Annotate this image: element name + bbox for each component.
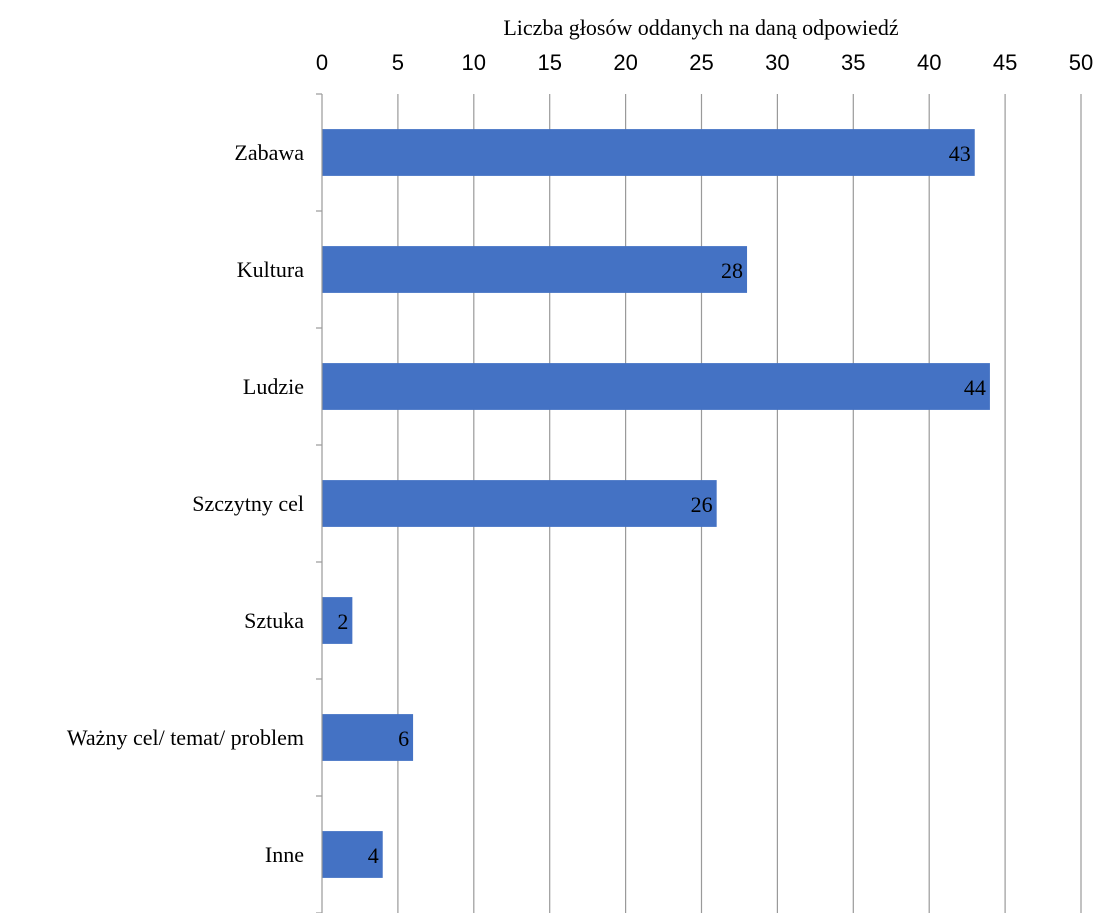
x-tick-label: 30 — [765, 50, 789, 75]
bar — [322, 831, 383, 878]
x-tick-label: 35 — [841, 50, 865, 75]
x-tick-label: 45 — [993, 50, 1017, 75]
bar — [322, 363, 990, 410]
category-labels: Zabawa Kultura Ludzie Szczytny cel Sztuka Waż… — [67, 140, 304, 867]
bar — [322, 246, 748, 293]
bars — [322, 129, 990, 878]
x-tick-label: 0 — [316, 50, 328, 75]
data-label: 44 — [964, 375, 986, 400]
bar — [322, 129, 975, 176]
category-label: Ważny cel/ temat/ problem — [67, 725, 304, 750]
x-tick-label: 40 — [917, 50, 941, 75]
category-label: Szczytny cel — [192, 491, 304, 516]
data-label: 43 — [949, 141, 971, 166]
x-axis-title: Liczba głosów oddanych na daną odpowiedź — [503, 15, 898, 40]
x-tick-label: 20 — [613, 50, 637, 75]
x-axis-ticks: 0 5 10 15 20 25 30 35 40 45 50 — [316, 50, 1093, 75]
data-label: 4 — [368, 843, 379, 868]
bar — [322, 480, 717, 527]
x-tick-label: 50 — [1069, 50, 1093, 75]
bar — [322, 714, 414, 761]
x-tick-label: 10 — [462, 50, 486, 75]
category-label: Kultura — [237, 257, 304, 282]
x-tick-label: 5 — [392, 50, 404, 75]
data-label: 6 — [398, 726, 409, 751]
data-label: 28 — [721, 258, 743, 283]
category-label: Inne — [265, 842, 304, 867]
x-tick-label: 15 — [537, 50, 561, 75]
data-label: 26 — [691, 492, 713, 517]
category-label: Zabawa — [234, 140, 304, 165]
category-label: Ludzie — [243, 374, 304, 399]
bar — [322, 597, 353, 644]
category-label: Sztuka — [244, 608, 304, 633]
data-label: 2 — [337, 609, 348, 634]
x-tick-label: 25 — [689, 50, 713, 75]
